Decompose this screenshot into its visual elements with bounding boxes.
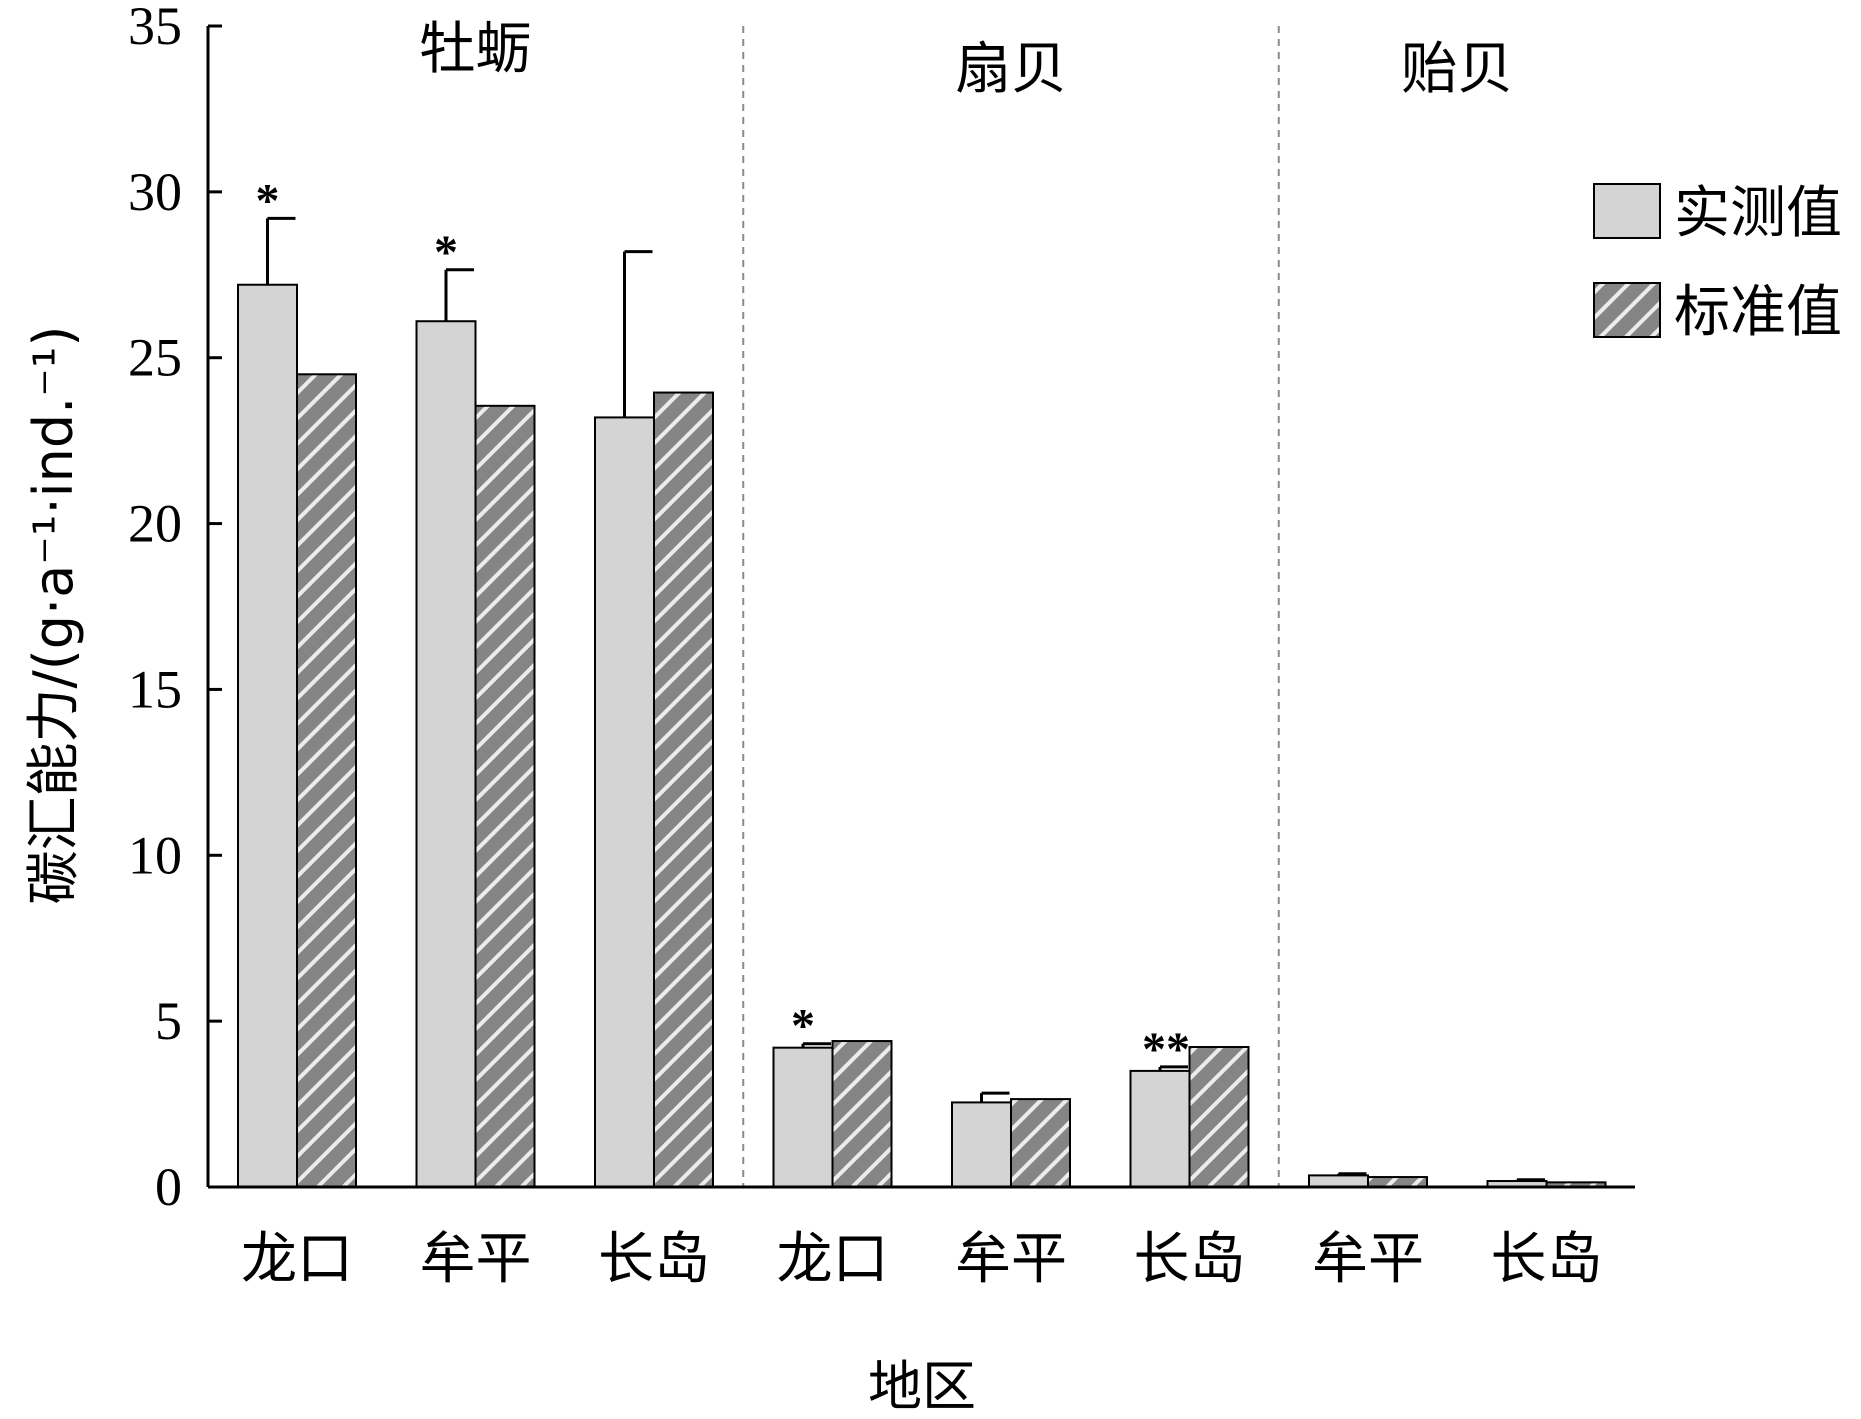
significance-star: **	[1142, 1023, 1190, 1076]
x-tick-label: 牟平	[420, 1227, 532, 1292]
y-tick-label: 25	[128, 328, 182, 388]
x-axis-title: 地区	[868, 1355, 976, 1418]
y-tick-label: 0	[155, 1157, 182, 1217]
group-label: 扇贝	[955, 37, 1067, 102]
bar-measured	[951, 1101, 1012, 1188]
bar-measured	[415, 320, 477, 1188]
bar-standard	[296, 373, 357, 1188]
x-tick-labels: 龙口 牟平 长岛 龙口 牟平 长岛 牟平 长岛	[241, 1227, 1603, 1292]
x-tick-label: 长岛	[598, 1227, 710, 1292]
group-labels: 牡蛎 扇贝 贻贝	[420, 17, 1514, 102]
x-tick-label: 长岛	[1491, 1227, 1603, 1292]
x-tick-label: 牟平	[955, 1227, 1067, 1292]
bar-measured	[237, 283, 298, 1189]
group-label: 牡蛎	[420, 17, 532, 82]
legend-swatch-standard	[1593, 282, 1661, 338]
y-ticks: 0 5 10 15 20 25 30 35	[128, 0, 222, 1217]
error-bars	[266, 216, 1545, 1182]
y-tick-label: 15	[128, 659, 182, 719]
bar-standard	[1010, 1098, 1071, 1188]
significance-star: *	[791, 1000, 815, 1053]
legend-label-standard: 标准值	[1674, 280, 1842, 345]
group-separators	[742, 26, 1280, 1187]
significance-star: *	[256, 174, 280, 227]
y-tick-label: 5	[155, 991, 182, 1051]
axes	[206, 26, 1635, 1189]
y-tick-label: 20	[128, 494, 182, 554]
y-tick-label: 10	[128, 825, 182, 885]
legend-swatch-measured	[1593, 183, 1661, 239]
y-tick-label: 30	[128, 162, 182, 222]
bar-measured	[1308, 1174, 1369, 1189]
bar-measured	[772, 1046, 834, 1189]
bar-standard	[653, 391, 714, 1188]
bar-measured	[1129, 1069, 1191, 1189]
y-axis-title: 碳汇能力/(g·a⁻¹·ind.⁻¹)	[22, 326, 85, 905]
bar-standard	[831, 1040, 893, 1188]
significance-star: *	[434, 226, 458, 279]
group-label: 贻贝	[1401, 37, 1513, 102]
legend-label-measured: 实测值	[1674, 181, 1842, 246]
legend: 实测值 标准值	[1593, 181, 1842, 345]
bar-standard	[474, 404, 536, 1188]
y-tick-label: 35	[128, 0, 182, 56]
bar-standard	[1188, 1046, 1250, 1189]
x-tick-label: 牟平	[1312, 1227, 1424, 1292]
x-tick-label: 龙口	[241, 1227, 353, 1292]
x-tick-label: 长岛	[1134, 1227, 1246, 1292]
x-tick-label: 龙口	[777, 1227, 889, 1292]
significance-markers: *** **	[256, 174, 1191, 1076]
bar-measured	[594, 416, 655, 1188]
bars	[237, 283, 1607, 1189]
